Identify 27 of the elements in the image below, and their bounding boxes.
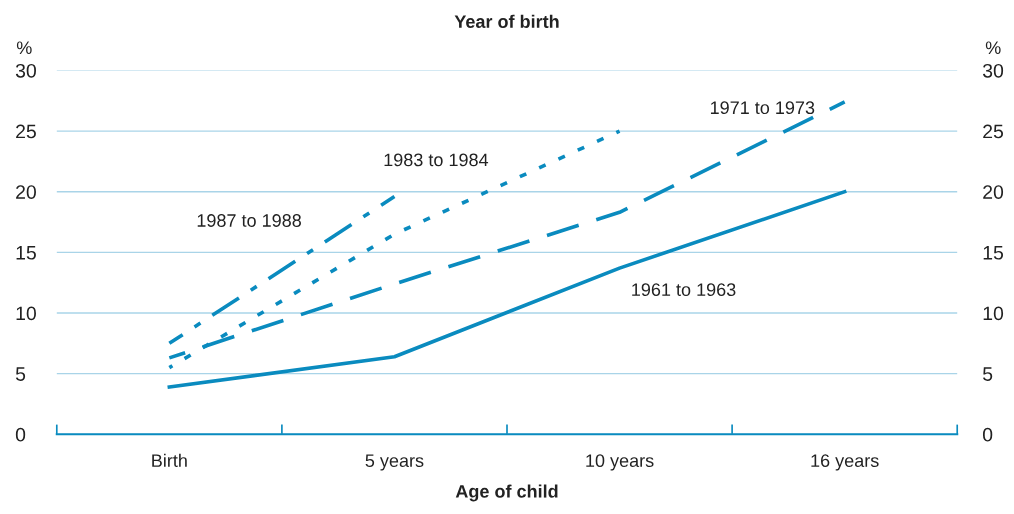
y-tick-label: 0 [15,427,26,442]
y-tick-label: 10 [16,306,36,321]
y2-tick-label: 25 [983,124,1004,139]
y2-tick-label: 5 [982,367,993,381]
y2-axis-title: % [985,41,1001,55]
series-label: 1971 to 1973 [710,101,815,115]
y-axis-title: % [16,41,32,55]
y2-tick-label: 20 [983,185,1004,199]
y-tick-label: 25 [16,124,36,139]
x-tick-label: 5 years [365,454,424,471]
y-tick-label: 30 [15,63,36,78]
series-label: 1983 to 1984 [384,153,489,167]
x-tick-label: Birth [152,453,187,467]
y2-tick-label: 0 [982,427,993,442]
y-tick-label: 5 [15,367,26,381]
y2-tick-label: 15 [983,246,1004,260]
x-tick-label: 16 years [811,454,879,471]
y2-tick-label: 10 [983,306,1004,321]
series-label: 1961 to 1963 [632,283,736,297]
y-tick-label: 15 [16,246,36,260]
x-axis-title: Age of child [455,484,558,502]
y2-tick-label: 30 [982,63,1004,78]
chart-title: Year of birth [454,14,559,28]
line-series [167,189,847,389]
y-tick-label: 20 [16,185,36,199]
series-label: 1987 to 1988 [197,214,301,227]
x-tick-label: 10 years [586,454,654,471]
